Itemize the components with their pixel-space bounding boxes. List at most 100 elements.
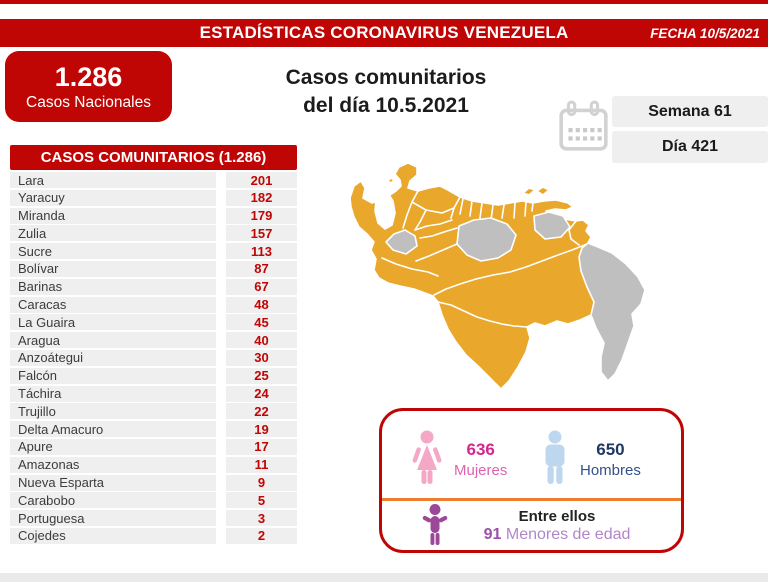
minors-group: Entre ellos 91 Menores de edad [422, 504, 662, 548]
state-name-cell: Apure [10, 438, 216, 455]
table-row: Delta Amacuro 19 [10, 421, 297, 438]
table-row: Cojedes 2 [10, 527, 297, 544]
row-gap [216, 172, 226, 188]
page-title: Casos comunitarios del día 10.5.2021 [255, 64, 517, 120]
state-name-cell: Caracas [10, 296, 216, 313]
map-state-monagas [533, 211, 571, 240]
state-value-cell: 5 [226, 492, 297, 509]
state-value-cell: 201 [226, 172, 297, 188]
map-island-coche [536, 186, 550, 196]
row-gap [216, 314, 226, 330]
state-value-cell: 179 [226, 207, 297, 224]
table-row: Zulia 157 [10, 225, 297, 242]
row-gap [216, 386, 226, 402]
state-value-cell: 30 [226, 349, 297, 366]
state-value-cell: 48 [226, 296, 297, 313]
row-gap [216, 350, 226, 366]
table-row: La Guaira 45 [10, 314, 297, 331]
state-name-cell: Amazonas [10, 456, 216, 473]
state-name-cell: Miranda [10, 207, 216, 224]
national-cases-value: 1.286 [54, 61, 123, 92]
minors-count: 91 [483, 526, 502, 543]
table-row: Barinas 67 [10, 278, 297, 295]
table-row: Táchira 24 [10, 385, 297, 402]
page-title-line2: del día 10.5.2021 [303, 94, 469, 117]
men-label: Hombres [580, 461, 641, 479]
woman-icon [412, 430, 442, 484]
state-name-cell: Yaracuy [10, 189, 216, 206]
row-gap [216, 190, 226, 206]
row-gap [216, 439, 226, 455]
row-gap [216, 297, 226, 313]
table-row: Caracas 48 [10, 296, 297, 313]
map-island-margarita [522, 187, 536, 196]
header-bar: ESTADÍSTICAS CORONAVIRUS VENEZUELA FECHA… [0, 19, 768, 47]
row-gap [216, 243, 226, 259]
row-gap [216, 528, 226, 544]
state-value-cell: 87 [226, 260, 297, 277]
row-gap [216, 279, 226, 295]
state-value-cell: 2 [226, 527, 297, 544]
state-name-cell: Lara [10, 172, 216, 188]
demographics-box: 636 Mujeres 650 Hombres [379, 408, 684, 553]
table-row: Miranda 179 [10, 207, 297, 224]
row-gap [216, 225, 226, 241]
state-value-cell: 40 [226, 332, 297, 349]
header-title: ESTADÍSTICAS CORONAVIRUS VENEZUELA [199, 23, 569, 42]
row-gap [216, 261, 226, 277]
map-island-small [387, 177, 395, 184]
child-icon [422, 504, 448, 545]
table-row: Falcón 25 [10, 367, 297, 384]
man-icon [545, 430, 565, 484]
state-name-cell: La Guaira [10, 314, 216, 331]
state-name-cell: Trujillo [10, 403, 216, 420]
state-name-cell: Portuguesa [10, 510, 216, 527]
state-value-cell: 17 [226, 438, 297, 455]
orange-divider [382, 498, 681, 501]
row-gap [216, 510, 226, 526]
day-badge: Día 421 [612, 131, 768, 163]
row-gap [216, 492, 226, 508]
table-row: Anzoátegui 30 [10, 349, 297, 366]
state-name-cell: Aragua [10, 332, 216, 349]
page-title-line1: Casos comunitarios [285, 66, 487, 89]
table-row: Sucre 113 [10, 243, 297, 260]
state-value-cell: 3 [226, 510, 297, 527]
state-name-cell: Falcón [10, 367, 216, 384]
state-name-cell: Cojedes [10, 527, 216, 544]
row-gap [216, 332, 226, 348]
women-count: 636 [466, 439, 495, 459]
week-badge: Semana 61 [612, 96, 768, 127]
row-gap [216, 475, 226, 491]
table-row: Nueva Esparta 9 [10, 474, 297, 491]
state-name-cell: Anzoátegui [10, 349, 216, 366]
table-row: Yaracuy 182 [10, 189, 297, 206]
top-accent-strip [0, 0, 768, 4]
state-value-cell: 24 [226, 385, 297, 402]
state-name-cell: Barinas [10, 278, 216, 295]
state-value-cell: 19 [226, 421, 297, 438]
table-row: Amazonas 11 [10, 456, 297, 473]
map-state-merida [385, 229, 418, 255]
map-zone-esequibo [578, 242, 646, 382]
table-row: Carabobo 5 [10, 492, 297, 509]
state-name-cell: Delta Amacuro [10, 421, 216, 438]
minors-line: 91 Menores de edad [484, 526, 631, 544]
state-value-cell: 25 [226, 367, 297, 384]
state-value-cell: 9 [226, 474, 297, 491]
state-value-cell: 22 [226, 403, 297, 420]
table-row: Portuguesa 3 [10, 510, 297, 527]
state-value-cell: 157 [226, 225, 297, 242]
men-count: 650 [596, 439, 625, 459]
table-row: Bolívar 87 [10, 260, 297, 277]
bottom-strip [0, 573, 768, 582]
state-name-cell: Bolívar [10, 260, 216, 277]
row-gap [216, 457, 226, 473]
row-gap [216, 421, 226, 437]
women-label: Mujeres [454, 461, 508, 479]
state-name-cell: Sucre [10, 243, 216, 260]
venezuela-map [330, 158, 768, 403]
national-cases-label: Casos Nacionales [26, 93, 151, 111]
minors-label: Menores de edad [505, 526, 631, 543]
map-state-guarico [456, 217, 517, 262]
